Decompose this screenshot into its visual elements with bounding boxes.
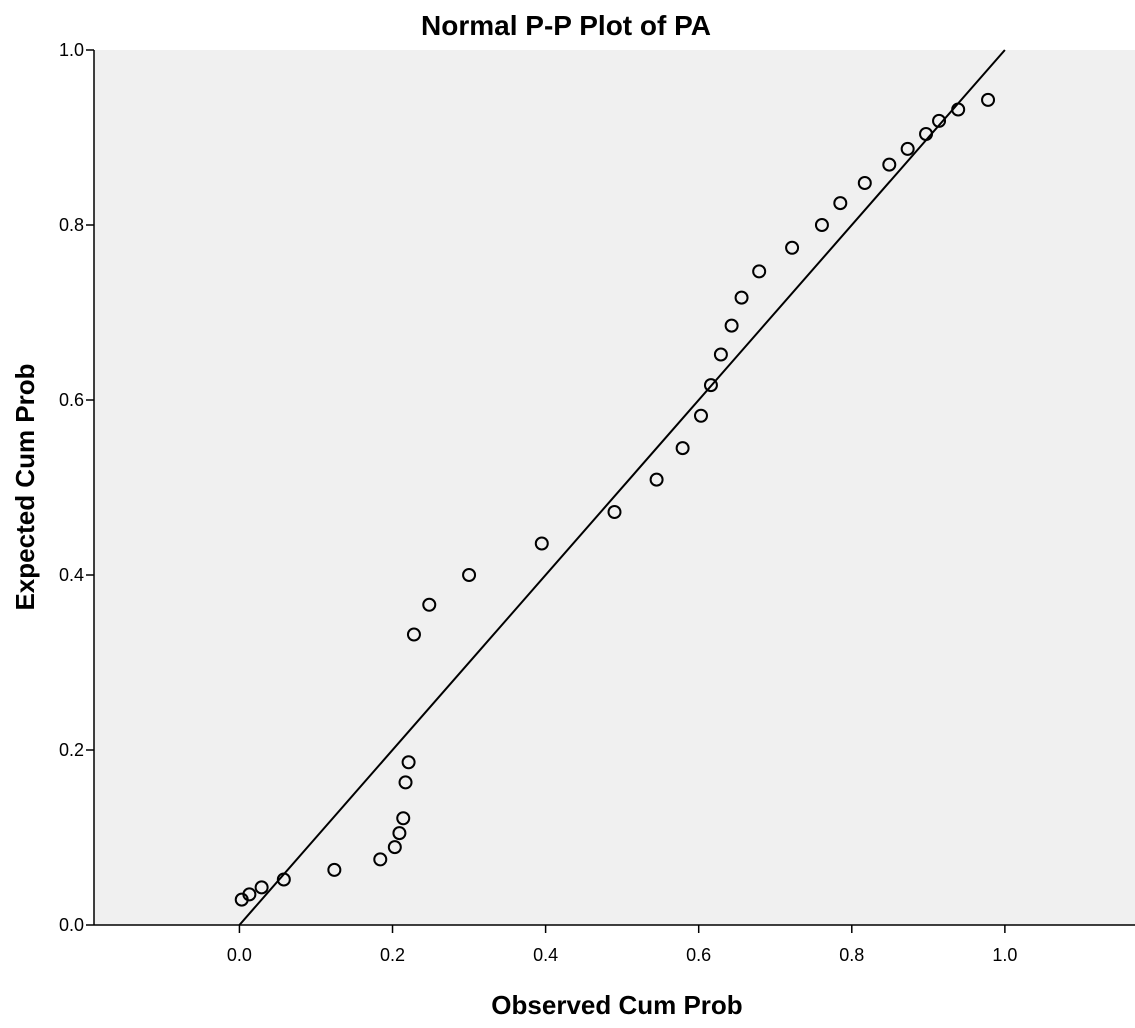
data-point (607, 505, 622, 519)
reference-line (238, 49, 1006, 926)
data-point (401, 755, 416, 770)
data-point (406, 627, 421, 642)
y-tick-label: 1.0 (59, 40, 84, 60)
data-point (387, 840, 402, 855)
x-axis-label: Observed Cum Prob (491, 990, 742, 1020)
x-tick-label: 0.2 (380, 945, 405, 965)
data-point (534, 536, 549, 551)
data-point (713, 347, 728, 362)
data-point (373, 852, 388, 867)
data-point (422, 597, 437, 612)
x-tick-label: 0.6 (686, 945, 711, 965)
y-tick-label: 0.0 (59, 915, 84, 935)
data-point (398, 775, 413, 790)
data-point (882, 157, 897, 172)
data-point (857, 176, 872, 190)
data-point (814, 218, 829, 232)
data-point (462, 568, 477, 582)
data-point (675, 441, 690, 456)
x-tick-label: 0.0 (227, 945, 252, 965)
data-point (833, 196, 848, 211)
data-point (649, 472, 664, 487)
y-axis: 0.0 0.2 0.4 0.6 0.8 1.0 (59, 40, 95, 935)
data-point (392, 826, 407, 841)
x-axis: 0.0 0.2 0.4 0.6 0.8 1.0 (94, 924, 1135, 965)
data-point (396, 811, 411, 826)
plot-area (94, 50, 1135, 925)
data-point (276, 872, 291, 887)
data-point (951, 102, 966, 117)
data-point (734, 290, 749, 305)
data-point (981, 92, 996, 107)
x-tick-label: 1.0 (992, 945, 1017, 965)
data-point (242, 887, 257, 902)
y-axis-label: Expected Cum Prob (10, 363, 40, 610)
data-point (254, 880, 269, 895)
x-tick-label: 0.4 (533, 945, 558, 965)
y-tick-label: 0.4 (59, 565, 84, 585)
data-point (327, 862, 342, 877)
x-tick-label: 0.8 (839, 945, 864, 965)
y-tick-label: 0.6 (59, 390, 84, 410)
chart-title: Normal P-P Plot of PA (421, 10, 711, 41)
data-point (752, 264, 767, 279)
data-point (693, 408, 708, 423)
data-point (900, 141, 915, 156)
y-tick-label: 0.8 (59, 215, 84, 235)
data-point (932, 113, 947, 128)
y-tick-label: 0.2 (59, 740, 84, 760)
data-point (724, 318, 739, 333)
data-point (919, 127, 934, 141)
data-point (703, 378, 718, 393)
data-point (785, 240, 800, 255)
data-points (234, 92, 996, 907)
